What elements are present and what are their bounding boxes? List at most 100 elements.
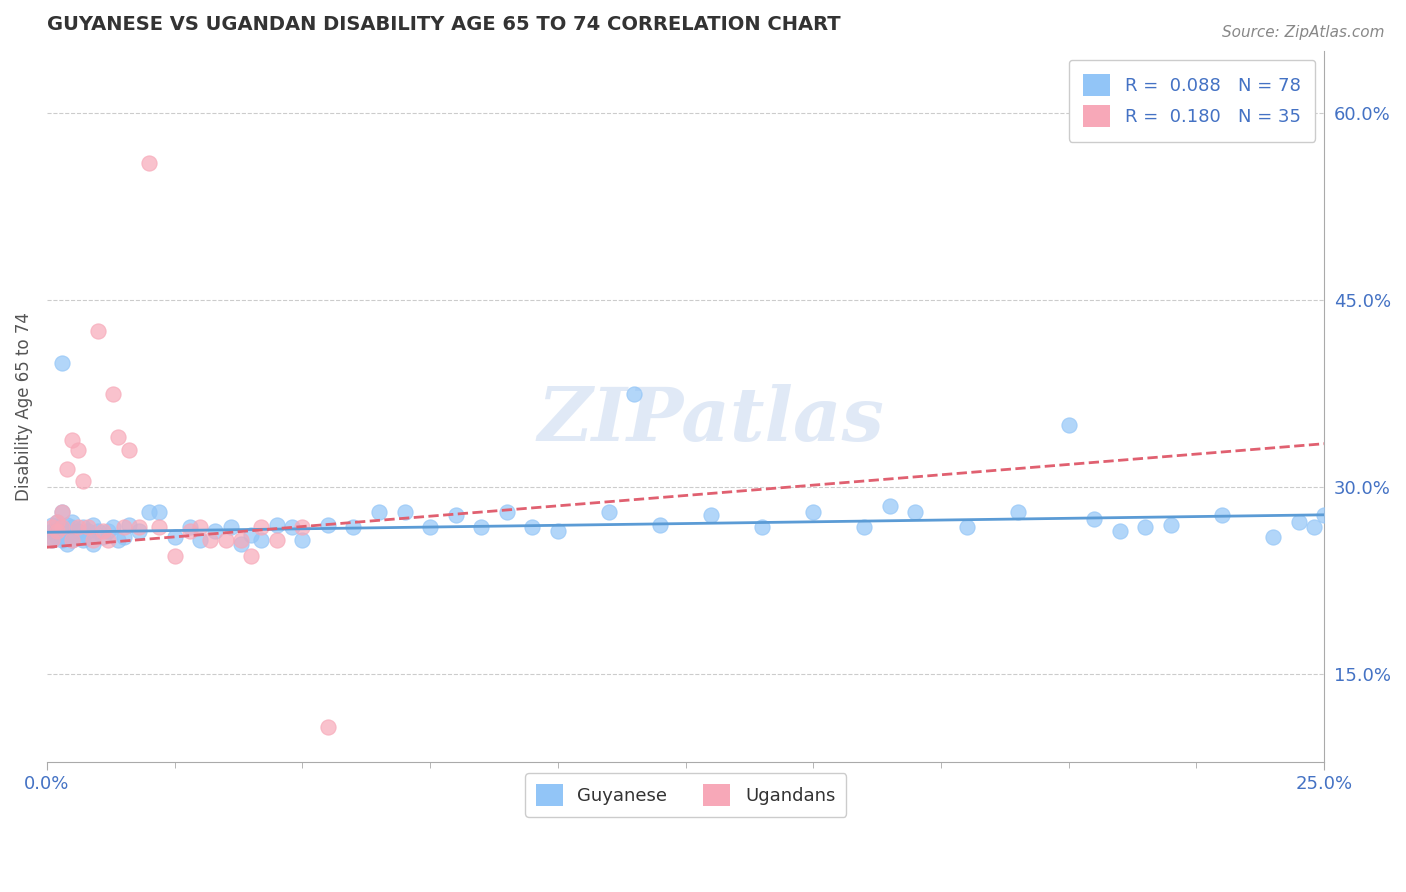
Point [87, 325, 110, 339]
Point [76, 530, 98, 544]
Point [904, 505, 927, 519]
Legend: Guyanese, Ugandans: Guyanese, Ugandans [524, 773, 846, 817]
Point [240, 528, 263, 542]
Point [200, 533, 222, 547]
Point [51, 524, 73, 538]
Point [266, 533, 288, 547]
Point [62, 520, 84, 534]
Point [219, 520, 242, 534]
Point [879, 499, 901, 513]
Point [1160, 517, 1182, 532]
Point [41, 533, 63, 547]
Point [62, 533, 84, 547]
Point [66, 530, 89, 544]
Point [229, 536, 252, 550]
Point [215, 533, 238, 547]
Point [76, 520, 98, 534]
Text: ZIPatlas: ZIPatlas [537, 384, 884, 457]
Point [1135, 520, 1157, 534]
Point [41, 533, 63, 547]
Point [316, 517, 339, 532]
Point [394, 505, 416, 519]
Point [107, 430, 129, 444]
Point [648, 517, 671, 532]
Point [1303, 520, 1326, 534]
Point [598, 505, 620, 519]
Point [1083, 511, 1105, 525]
Point [107, 533, 129, 547]
Point [112, 530, 135, 544]
Point [56, 517, 79, 532]
Point [46, 520, 69, 534]
Point [128, 524, 150, 538]
Point [62, 516, 84, 530]
Point [97, 524, 120, 538]
Point [117, 442, 139, 457]
Point [72, 520, 94, 534]
Point [751, 520, 773, 534]
Point [853, 520, 876, 534]
Point [41, 524, 63, 538]
Point [82, 517, 104, 532]
Point [700, 508, 723, 522]
Point [46, 530, 69, 544]
Point [72, 533, 94, 547]
Point [51, 505, 73, 519]
Point [87, 524, 110, 538]
Point [250, 520, 273, 534]
Point [41, 530, 63, 544]
Point [46, 516, 69, 530]
Point [51, 520, 73, 534]
Point [62, 433, 84, 447]
Point [495, 505, 517, 519]
Point [1261, 530, 1284, 544]
Point [128, 520, 150, 534]
Point [97, 533, 120, 547]
Point [103, 520, 125, 534]
Point [138, 156, 160, 170]
Point [240, 549, 263, 563]
Point [91, 530, 114, 544]
Point [66, 524, 89, 538]
Point [41, 520, 63, 534]
Point [66, 520, 89, 534]
Point [1313, 508, 1336, 522]
Point [266, 517, 288, 532]
Point [46, 516, 69, 530]
Point [56, 530, 79, 544]
Point [281, 520, 304, 534]
Point [1057, 417, 1080, 432]
Text: Source: ZipAtlas.com: Source: ZipAtlas.com [1222, 25, 1385, 40]
Point [801, 505, 824, 519]
Point [1288, 516, 1310, 530]
Point [188, 520, 211, 534]
Point [103, 387, 125, 401]
Point [148, 505, 170, 519]
Point [76, 524, 98, 538]
Point [72, 474, 94, 488]
Point [163, 530, 186, 544]
Point [623, 387, 645, 401]
Point [291, 520, 314, 534]
Point [368, 505, 391, 519]
Point [1007, 505, 1029, 519]
Point [51, 356, 73, 370]
Point [62, 533, 84, 547]
Point [1108, 524, 1130, 538]
Point [46, 524, 69, 538]
Point [51, 505, 73, 519]
Point [66, 442, 89, 457]
Text: GUYANESE VS UGANDAN DISABILITY AGE 65 TO 74 CORRELATION CHART: GUYANESE VS UGANDAN DISABILITY AGE 65 TO… [46, 15, 841, 34]
Point [46, 524, 69, 538]
Point [522, 520, 544, 534]
Point [470, 520, 492, 534]
Point [148, 520, 170, 534]
Y-axis label: Disability Age 65 to 74: Disability Age 65 to 74 [15, 312, 32, 500]
Point [117, 517, 139, 532]
Point [291, 533, 314, 547]
Point [91, 524, 114, 538]
Point [179, 524, 201, 538]
Point [316, 720, 339, 734]
Point [419, 520, 441, 534]
Point [188, 533, 211, 547]
